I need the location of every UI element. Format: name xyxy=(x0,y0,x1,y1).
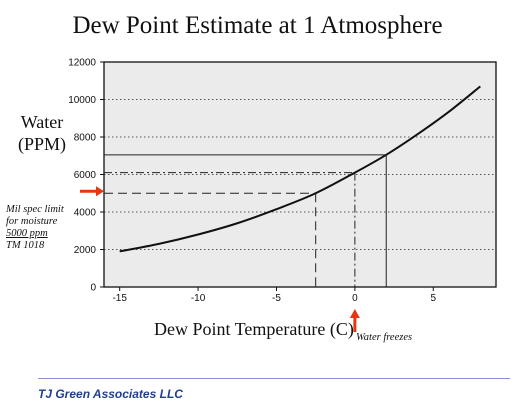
water-freezes-note: Water freezes xyxy=(356,332,413,343)
y-tick-label-10000: 10000 xyxy=(68,95,96,106)
mil-spec-note-line1: Mil spec limit xyxy=(6,204,64,215)
chart-title: Dew Point Estimate at 1 Atmosphere xyxy=(72,12,443,39)
x-tick-label--15: -15 xyxy=(112,293,127,304)
mil-spec-note: Mil spec limit for moisture 5000 ppm TM … xyxy=(6,204,76,252)
x-tick-label--10: -10 xyxy=(191,293,206,304)
y-tick-label-0: 0 xyxy=(90,283,96,294)
mil-spec-note-line4: TM 1018 xyxy=(6,240,45,251)
x-axis-label: Dew Point Temperature (C) xyxy=(154,319,354,339)
footer-divider xyxy=(38,378,510,379)
x-tick-label-0: 0 xyxy=(352,293,358,304)
x-tick-label--5: -5 xyxy=(272,293,281,304)
x-tick-label-5: 5 xyxy=(430,293,436,304)
y-axis-label-line1: Water xyxy=(20,112,64,132)
mil-spec-note-line3: 5000 ppm xyxy=(6,228,48,239)
mil-spec-arrow-head xyxy=(96,186,104,197)
y-tick-label-6000: 6000 xyxy=(74,170,97,181)
water-freezes-arrow-head xyxy=(349,309,360,318)
y-axis-label-line2: (PPM) xyxy=(17,134,66,154)
y-axis-label: Water (PPM) xyxy=(2,111,82,155)
y-tick-label-8000: 8000 xyxy=(74,133,97,144)
y-tick-label-4000: 4000 xyxy=(74,208,97,219)
footer-company: TJ Green Associates LLC xyxy=(38,387,183,401)
dew-point-curve xyxy=(119,85,481,253)
mil-spec-note-line2: for moisture xyxy=(6,216,58,227)
y-tick-label-2000: 2000 xyxy=(74,245,97,256)
y-tick-label-12000: 12000 xyxy=(68,58,96,69)
